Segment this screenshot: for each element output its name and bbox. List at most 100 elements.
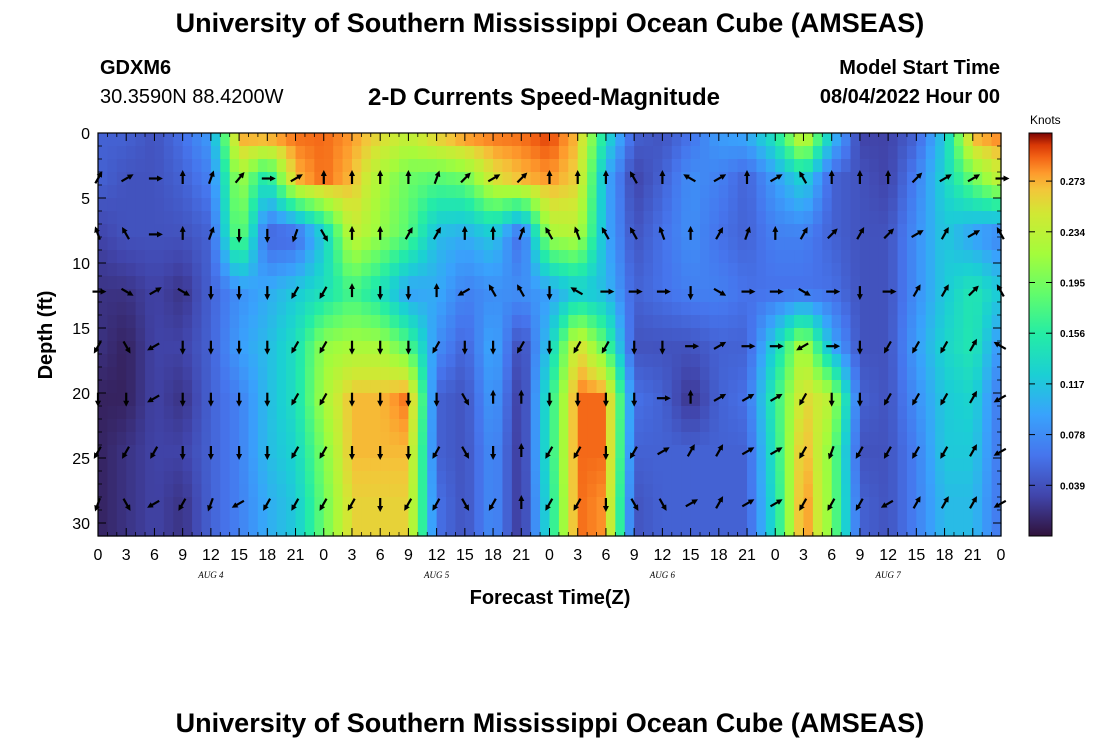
- heatmap-cell: [605, 159, 616, 173]
- x-tick-label: 21: [512, 547, 530, 564]
- current-arrow: [207, 497, 214, 512]
- heatmap-cell: [906, 510, 917, 524]
- heatmap-cell: [399, 510, 410, 524]
- heatmap-cell: [370, 133, 381, 147]
- heatmap-cell: [342, 315, 353, 329]
- heatmap-cell: [408, 393, 419, 407]
- heatmap-cell: [662, 302, 673, 316]
- heatmap-cell: [135, 341, 146, 355]
- heatmap-cell: [323, 237, 334, 251]
- day-label: AUG 7: [875, 570, 902, 580]
- heatmap-cell: [361, 237, 372, 251]
- heatmap-cell: [276, 393, 287, 407]
- heatmap-cell: [549, 367, 560, 381]
- heatmap-cell: [794, 380, 805, 394]
- heatmap-cell: [906, 471, 917, 485]
- heatmap-cell: [220, 315, 231, 329]
- heatmap-cell: [596, 406, 607, 420]
- heatmap-cell: [963, 302, 974, 316]
- heatmap-cell: [587, 510, 598, 524]
- heatmap-cell: [803, 289, 814, 303]
- heatmap-cell: [568, 484, 579, 498]
- heatmap-cell: [464, 146, 475, 160]
- heatmap-cell: [464, 445, 475, 459]
- heatmap-cell: [464, 510, 475, 524]
- heatmap-cell: [182, 185, 193, 199]
- heatmap-cell: [643, 445, 654, 459]
- heatmap-cell: [417, 211, 428, 225]
- heatmap-cell: [747, 302, 758, 316]
- heatmap-cell: [765, 276, 776, 290]
- heatmap-cell: [464, 406, 475, 420]
- current-arrow: [769, 174, 783, 183]
- heatmap-cell: [483, 146, 494, 160]
- heatmap-cell: [756, 354, 767, 368]
- heatmap-cell: [822, 471, 833, 485]
- heatmap-cell: [455, 263, 466, 277]
- heatmap-cell: [135, 354, 146, 368]
- heatmap-cell: [652, 471, 663, 485]
- speed-heatmap-chart: 0 3 6 9 12 15 18 21 0 3 6 9 12 15 18 21 0 3 6 9 12 15 18 21 0 3 6 9…: [35, 126, 1085, 609]
- heatmap-cell: [624, 510, 635, 524]
- heatmap-cell: [323, 133, 334, 147]
- heatmap-cell: [643, 419, 654, 433]
- heatmap-cell: [709, 211, 720, 225]
- heatmap-cell: [446, 341, 457, 355]
- heatmap-cell: [182, 315, 193, 329]
- heatmap-cell: [436, 289, 447, 303]
- heatmap-cell: [502, 445, 513, 459]
- heatmap-cell: [464, 289, 475, 303]
- heatmap-cell: [615, 198, 626, 212]
- current-arrow: [629, 446, 638, 459]
- heatmap-cell: [380, 211, 391, 225]
- current-arrow: [940, 226, 949, 240]
- heatmap-cell: [765, 484, 776, 498]
- heatmap-cell: [333, 341, 344, 355]
- heatmap-cell: [605, 458, 616, 472]
- heatmap-cell: [963, 146, 974, 160]
- heatmap-cell: [323, 523, 334, 537]
- heatmap-cell: [596, 302, 607, 316]
- heatmap-cell: [803, 406, 814, 420]
- heatmap-cell: [304, 380, 315, 394]
- heatmap-cell: [756, 419, 767, 433]
- heatmap-cell: [380, 237, 391, 251]
- heatmap-cell: [389, 263, 400, 277]
- heatmap-cell: [333, 497, 344, 511]
- heatmap-cell: [370, 198, 381, 212]
- heatmap-cell: [549, 484, 560, 498]
- heatmap-cell: [182, 510, 193, 524]
- heatmap-cell: [192, 315, 203, 329]
- heatmap-cell: [944, 432, 955, 446]
- current-arrow: [713, 341, 727, 350]
- heatmap-cell: [690, 159, 701, 173]
- heatmap-cell: [643, 432, 654, 446]
- heatmap-cell: [248, 341, 259, 355]
- heatmap-cell: [98, 445, 109, 459]
- heatmap-cell: [634, 315, 645, 329]
- heatmap-cell: [267, 263, 278, 277]
- heatmap-cell: [991, 315, 1002, 329]
- heatmap-cell: [399, 419, 410, 433]
- heatmap-cell: [935, 510, 946, 524]
- heatmap-cell: [925, 250, 936, 264]
- heatmap-cell: [812, 367, 823, 381]
- heatmap-cell: [728, 458, 739, 472]
- heatmap-cell: [286, 185, 297, 199]
- heatmap-cell: [925, 224, 936, 238]
- heatmap-cell: [822, 367, 833, 381]
- heatmap-cell: [953, 510, 964, 524]
- heatmap-cell: [361, 354, 372, 368]
- heatmap-cell: [605, 406, 616, 420]
- heatmap-cell: [906, 237, 917, 251]
- heatmap-cell: [502, 250, 513, 264]
- x-tick-label: 6: [827, 547, 836, 564]
- heatmap-cell: [220, 289, 231, 303]
- heatmap-cell: [220, 133, 231, 147]
- heatmap-cell: [643, 367, 654, 381]
- heatmap-cell: [587, 172, 598, 186]
- heatmap-cell: [982, 289, 993, 303]
- heatmap-cell: [765, 250, 776, 264]
- heatmap-cell: [794, 198, 805, 212]
- heatmap-cell: [700, 393, 711, 407]
